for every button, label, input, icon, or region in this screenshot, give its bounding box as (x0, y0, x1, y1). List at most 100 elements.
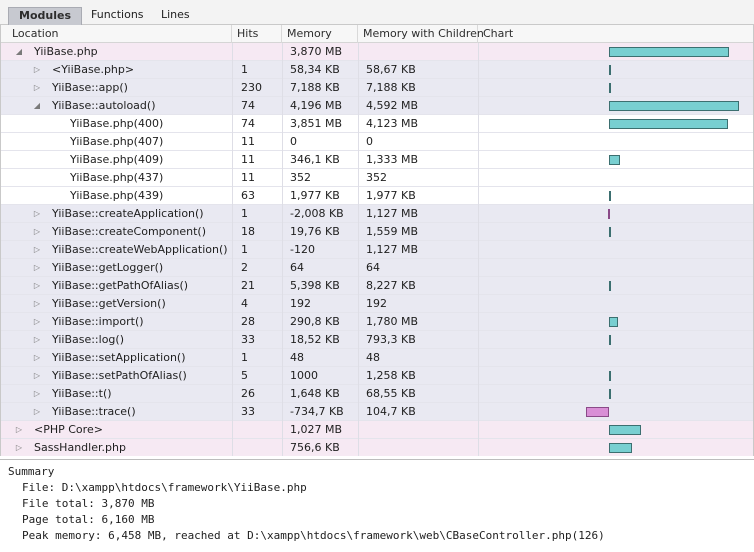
table-row[interactable]: ▷ YiiBase::t() 26 1,648 KB 68,55 KB (1, 385, 753, 403)
tab-functions[interactable]: Functions (91, 8, 144, 21)
table-row[interactable]: ▷ <YiiBase.php> 1 58,34 KB 58,67 KB (1, 61, 753, 79)
memory-with-children-cell: 1,559 MB (366, 225, 419, 238)
column-separator (232, 43, 233, 61)
table-row[interactable]: ▷ YiiBase::setApplication() 1 48 48 (1, 349, 753, 367)
column-separator (282, 187, 283, 205)
column-separator (282, 43, 283, 61)
expand-triangle-icon[interactable]: ▷ (33, 83, 41, 92)
location-cell: YiiBase.php(409) (70, 153, 164, 166)
table-row[interactable]: ▷ YiiBase::getPathOfAlias() 21 5,398 KB 8,22… (1, 277, 753, 295)
table-row[interactable]: ◢ YiiBase.php 3,870 MB (1, 43, 753, 61)
column-header-memory-with-children[interactable]: Memory with Children (358, 25, 484, 43)
expand-triangle-icon[interactable]: ▷ (15, 443, 23, 452)
table-row[interactable]: ◢ YiiBase::autoload() 74 4,196 MB 4,592 MB (1, 97, 753, 115)
column-separator (358, 151, 359, 169)
memory-with-children-cell: 1,127 MB (366, 243, 419, 256)
column-header-chart[interactable]: Chart (483, 27, 514, 40)
hits-cell: 1 (241, 207, 248, 220)
expand-triangle-icon[interactable]: ▷ (33, 389, 41, 398)
location-cell: SassHandler.php (34, 441, 126, 454)
expand-triangle-icon[interactable]: ▷ (33, 263, 41, 272)
column-separator (478, 349, 479, 367)
expand-triangle-icon[interactable]: ▷ (33, 281, 41, 290)
table-row[interactable]: ▷ YiiBase::createWebApplication() 1 -120 1,1… (1, 241, 753, 259)
hits-cell: 26 (241, 387, 255, 400)
location-cell: YiiBase::autoload() (52, 99, 156, 112)
table-row[interactable]: ▷ YiiBase::getVersion() 4 192 192 (1, 295, 753, 313)
expand-triangle-icon[interactable]: ▷ (33, 335, 41, 344)
table-row[interactable]: YiiBase.php(409) 11 346,1 KB 1,333 MB (1, 151, 753, 169)
memory-with-children-cell: 8,227 KB (366, 279, 416, 292)
location-cell: YiiBase.php(437) (70, 171, 164, 184)
memory-chart-bar (609, 101, 740, 111)
location-cell: YiiBase::getPathOfAlias() (52, 279, 189, 292)
column-separator (232, 295, 233, 313)
expand-triangle-icon[interactable]: ▷ (33, 299, 41, 308)
column-separator (478, 223, 479, 241)
column-separator (358, 97, 359, 115)
table-row[interactable]: ▷ YiiBase::createApplication() 1 -2,008 KB 1… (1, 205, 753, 223)
collapse-triangle-icon[interactable]: ◢ (33, 101, 41, 110)
table-row[interactable]: ▷ <PHP Core> 1,027 MB (1, 421, 753, 439)
tab-modules[interactable]: Modules (8, 7, 82, 25)
column-header-location[interactable]: Location (7, 25, 232, 43)
location-cell: YiiBase::setApplication() (52, 351, 186, 364)
memory-cell: 3,851 MB (290, 117, 343, 130)
tab-lines[interactable]: Lines (161, 8, 190, 21)
column-separator (478, 241, 479, 259)
hits-cell: 33 (241, 405, 255, 418)
memory-chart-bar (609, 65, 611, 75)
expand-triangle-icon[interactable]: ▷ (33, 317, 41, 326)
memory-cell: 4,196 MB (290, 99, 343, 112)
expand-triangle-icon[interactable]: ▷ (33, 371, 41, 380)
table-row[interactable]: YiiBase.php(400) 74 3,851 MB 4,123 MB (1, 115, 753, 133)
memory-profile-grid: Location Hits Memory Memory with Childre… (0, 25, 754, 456)
table-row[interactable]: ▷ SassHandler.php 756,6 KB (1, 439, 753, 456)
column-separator (358, 421, 359, 439)
column-separator (358, 223, 359, 241)
expand-triangle-icon[interactable]: ▷ (33, 227, 41, 236)
column-separator (478, 61, 479, 79)
summary-panel: Summary File: D:\xampp\htdocs\framework\… (0, 459, 754, 552)
table-row[interactable]: YiiBase.php(437) 11 352 352 (1, 169, 753, 187)
column-separator (232, 403, 233, 421)
column-header-memory[interactable]: Memory (282, 25, 358, 43)
table-row[interactable]: YiiBase.php(439) 63 1,977 KB 1,977 KB (1, 187, 753, 205)
memory-with-children-cell: 4,123 MB (366, 117, 419, 130)
expand-triangle-icon[interactable]: ▷ (33, 407, 41, 416)
column-separator (232, 277, 233, 295)
column-separator (232, 367, 233, 385)
table-row[interactable]: ▷ YiiBase::log() 33 18,52 KB 793,3 KB (1, 331, 753, 349)
expand-triangle-icon[interactable]: ▷ (15, 425, 23, 434)
memory-with-children-cell: 1,333 MB (366, 153, 419, 166)
column-separator (358, 277, 359, 295)
column-separator (478, 97, 479, 115)
column-separator (232, 421, 233, 439)
table-row[interactable]: ▷ YiiBase::import() 28 290,8 KB 1,780 MB (1, 313, 753, 331)
column-separator (232, 331, 233, 349)
memory-chart-bar (609, 443, 633, 453)
location-cell: YiiBase::createComponent() (52, 225, 206, 238)
hits-cell: 230 (241, 81, 262, 94)
expand-triangle-icon[interactable]: ▷ (33, 353, 41, 362)
expand-triangle-icon[interactable]: ▷ (33, 245, 41, 254)
location-cell: YiiBase::log() (52, 333, 124, 346)
table-row[interactable]: ▷ YiiBase::app() 230 7,188 KB 7,188 KB (1, 79, 753, 97)
memory-chart-bar (608, 209, 610, 219)
table-row[interactable]: ▷ YiiBase::trace() 33 -734,7 KB 104,7 KB (1, 403, 753, 421)
table-row[interactable]: YiiBase.php(407) 11 0 0 (1, 133, 753, 151)
column-separator (232, 133, 233, 151)
column-header-hits[interactable]: Hits (232, 25, 282, 43)
memory-chart-bar (586, 407, 609, 417)
expand-triangle-icon[interactable]: ▷ (33, 65, 41, 74)
hits-cell: 21 (241, 279, 255, 292)
column-separator (478, 439, 479, 456)
table-row[interactable]: ▷ YiiBase::setPathOfAlias() 5 1000 1,258 KB (1, 367, 753, 385)
table-row[interactable]: ▷ YiiBase::createComponent() 18 19,76 KB 1,5… (1, 223, 753, 241)
table-row[interactable]: ▷ YiiBase::getLogger() 2 64 64 (1, 259, 753, 277)
expand-triangle-icon[interactable]: ▷ (33, 209, 41, 218)
collapse-triangle-icon[interactable]: ◢ (15, 47, 23, 56)
memory-cell: 3,870 MB (290, 45, 343, 58)
memory-cell: 290,8 KB (290, 315, 340, 328)
column-separator (478, 385, 479, 403)
